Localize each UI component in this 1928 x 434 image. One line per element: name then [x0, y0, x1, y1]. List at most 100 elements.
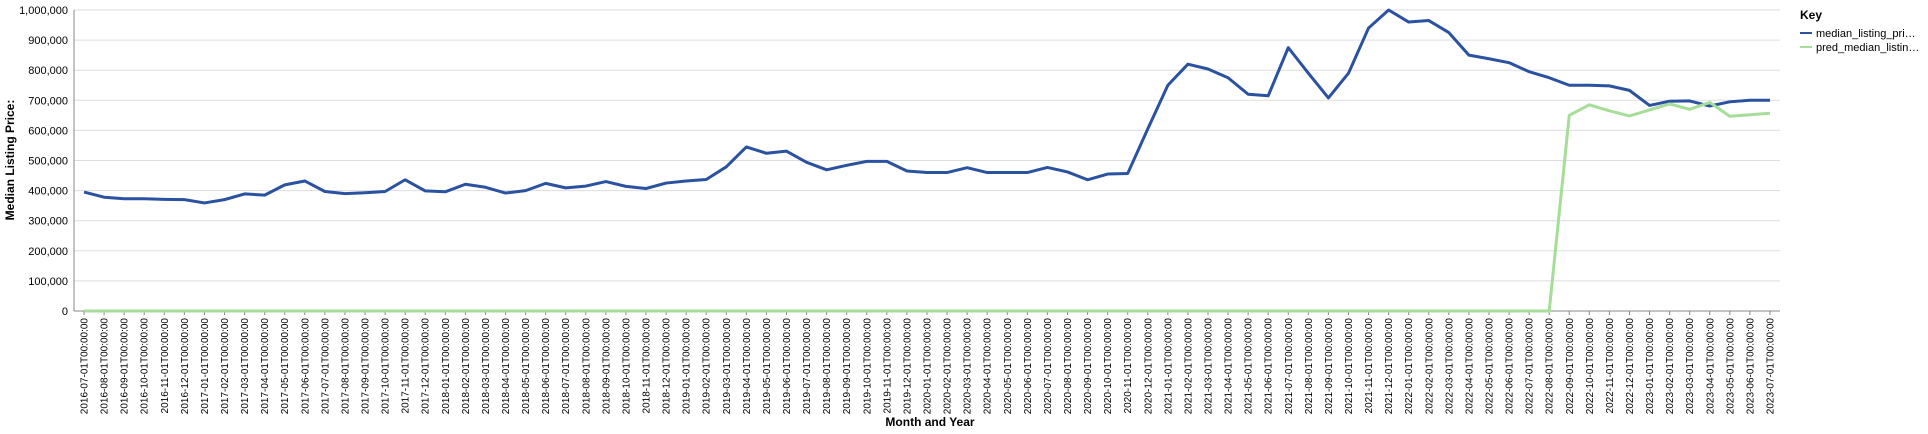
x-tick-label: 2021-09-01T00:00:00	[1324, 318, 1335, 415]
x-tick-label: 2017-09-01T00:00:00	[361, 318, 372, 415]
x-tick-label: 2017-02-01T00:00:00	[220, 318, 231, 415]
y-tick-label: 400,000	[28, 186, 68, 198]
x-tick-label: 2018-09-01T00:00:00	[601, 318, 612, 415]
x-tick-label: 2020-11-01T00:00:00	[1123, 318, 1134, 414]
x-tick-label: 2021-12-01T00:00:00	[1384, 318, 1395, 415]
x-tick-label: 2021-04-01T00:00:00	[1224, 318, 1235, 415]
x-tick-label: 2018-02-01T00:00:00	[461, 318, 472, 415]
x-tick-label: 2018-06-01T00:00:00	[541, 318, 552, 415]
x-tick-label: 2020-01-01T00:00:00	[923, 318, 934, 415]
x-tick-label: 2017-04-01T00:00:00	[260, 318, 271, 415]
x-tick-label: 2022-05-01T00:00:00	[1484, 318, 1495, 415]
x-tick-label: 2022-12-01T00:00:00	[1625, 318, 1636, 415]
x-tick-label: 2019-01-01T00:00:00	[682, 318, 693, 415]
x-tick-label: 2023-01-01T00:00:00	[1645, 318, 1656, 415]
x-tick-label: 2021-02-01T00:00:00	[1183, 318, 1194, 415]
x-tick-label: 2023-06-01T00:00:00	[1745, 318, 1756, 415]
x-tick-label: 2019-09-01T00:00:00	[842, 318, 853, 415]
y-tick-label: 800,000	[28, 65, 68, 77]
x-tick-label: 2020-02-01T00:00:00	[943, 318, 954, 415]
x-tick-label: 2018-08-01T00:00:00	[581, 318, 592, 415]
x-tick-label: 2019-04-01T00:00:00	[742, 318, 753, 415]
x-tick-label: 2019-03-01T00:00:00	[722, 318, 733, 415]
x-tick-label: 2017-12-01T00:00:00	[421, 318, 432, 415]
y-tick-label: 500,000	[28, 156, 68, 168]
x-tick-label: 2017-01-01T00:00:00	[200, 318, 211, 415]
x-tick-label: 2020-06-01T00:00:00	[1023, 318, 1034, 415]
x-tick-label: 2020-10-01T00:00:00	[1103, 318, 1114, 415]
x-tick-label: 2016-09-01T00:00:00	[120, 318, 131, 415]
x-tick-label: 2017-06-01T00:00:00	[300, 318, 311, 415]
x-tick-label: 2016-08-01T00:00:00	[100, 318, 111, 415]
x-tick-label: 2016-12-01T00:00:00	[180, 318, 191, 415]
x-tick-label: 2021-11-01T00:00:00	[1364, 318, 1375, 414]
x-tick-label: 2020-07-01T00:00:00	[1043, 318, 1054, 415]
x-tick-label: 2022-11-01T00:00:00	[1605, 318, 1616, 414]
x-tick-label: 2021-10-01T00:00:00	[1344, 318, 1355, 415]
x-tick-label: 2020-03-01T00:00:00	[963, 318, 974, 415]
line-series	[84, 100, 1771, 313]
line-series	[83, 8, 1770, 205]
x-tick-label: 2020-09-01T00:00:00	[1083, 318, 1094, 415]
x-tick-label: 2021-07-01T00:00:00	[1284, 318, 1295, 415]
x-tick-label: 2018-05-01T00:00:00	[521, 318, 532, 415]
x-tick-label: 2017-10-01T00:00:00	[381, 318, 392, 415]
x-tick-label: 2022-03-01T00:00:00	[1444, 318, 1455, 415]
x-tick-label: 2022-01-01T00:00:00	[1404, 318, 1415, 415]
x-axis-title: Month and Year	[885, 415, 974, 429]
x-tick-label: 2021-05-01T00:00:00	[1244, 318, 1255, 415]
x-tick-label: 2022-08-01T00:00:00	[1545, 318, 1556, 415]
x-tick-label: 2017-05-01T00:00:00	[280, 318, 291, 415]
x-tick-label: 2018-10-01T00:00:00	[621, 318, 632, 415]
x-tick-label: 2019-05-01T00:00:00	[762, 318, 773, 415]
y-tick-label: 300,000	[28, 216, 68, 228]
x-tick-label: 2018-12-01T00:00:00	[662, 318, 673, 415]
legend-label: pred_median_listin…	[1816, 42, 1919, 54]
x-tick-label: 2018-03-01T00:00:00	[481, 318, 492, 415]
x-tick-label: 2018-01-01T00:00:00	[441, 318, 452, 415]
x-tick-label: 2022-04-01T00:00:00	[1464, 318, 1475, 415]
x-tick-label: 2022-07-01T00:00:00	[1525, 318, 1536, 415]
x-tick-label: 2018-04-01T00:00:00	[501, 318, 512, 415]
legend-title: Key	[1800, 8, 1822, 22]
y-tick-label: 1,000,000	[19, 5, 68, 17]
x-tick-label: 2019-07-01T00:00:00	[802, 318, 813, 415]
x-tick-label: 2022-10-01T00:00:00	[1585, 318, 1596, 415]
x-tick-label: 2023-05-01T00:00:00	[1725, 318, 1736, 415]
y-tick-label: 700,000	[28, 95, 68, 107]
x-tick-label: 2016-11-01T00:00:00	[160, 318, 171, 414]
x-tick-label: 2020-08-01T00:00:00	[1063, 318, 1074, 415]
x-tick-label: 2022-02-01T00:00:00	[1424, 318, 1435, 415]
x-tick-label: 2017-03-01T00:00:00	[240, 318, 251, 415]
y-tick-label: 0	[62, 306, 68, 318]
x-tick-label: 2023-04-01T00:00:00	[1705, 318, 1716, 415]
x-tick-label: 2019-06-01T00:00:00	[782, 318, 793, 415]
x-tick-label: 2018-07-01T00:00:00	[561, 318, 572, 415]
x-tick-label: 2019-08-01T00:00:00	[822, 318, 833, 415]
x-tick-label: 2018-11-01T00:00:00	[642, 318, 653, 414]
legend-label: median_listing_pri…	[1816, 28, 1916, 40]
x-tick-label: 2020-12-01T00:00:00	[1143, 318, 1154, 415]
x-tick-label: 2023-07-01T00:00:00	[1765, 318, 1776, 415]
x-tick-label: 2019-12-01T00:00:00	[902, 318, 913, 415]
x-tick-label: 2020-05-01T00:00:00	[1003, 318, 1014, 415]
x-tick-label: 2022-06-01T00:00:00	[1505, 318, 1516, 415]
x-tick-label: 2021-08-01T00:00:00	[1304, 318, 1315, 415]
x-tick-label: 2019-10-01T00:00:00	[862, 318, 873, 415]
x-tick-label: 2021-01-01T00:00:00	[1163, 318, 1174, 415]
x-tick-label: 2016-07-01T00:00:00	[80, 318, 91, 415]
x-tick-label: 2017-11-01T00:00:00	[401, 318, 412, 414]
x-tick-label: 2022-09-01T00:00:00	[1565, 318, 1576, 415]
y-tick-label: 200,000	[28, 246, 68, 258]
y-tick-label: 600,000	[28, 125, 68, 137]
x-tick-label: 2019-02-01T00:00:00	[702, 318, 713, 415]
x-tick-label: 2016-10-01T00:00:00	[140, 318, 151, 415]
x-tick-label: 2017-07-01T00:00:00	[320, 318, 331, 415]
y-tick-label: 100,000	[28, 276, 68, 288]
x-tick-label: 2023-03-01T00:00:00	[1685, 318, 1696, 415]
x-tick-label: 2020-04-01T00:00:00	[983, 318, 994, 415]
x-tick-label: 2023-02-01T00:00:00	[1665, 318, 1676, 415]
x-tick-label: 2019-11-01T00:00:00	[882, 318, 893, 414]
x-tick-label: 2021-03-01T00:00:00	[1203, 318, 1214, 415]
